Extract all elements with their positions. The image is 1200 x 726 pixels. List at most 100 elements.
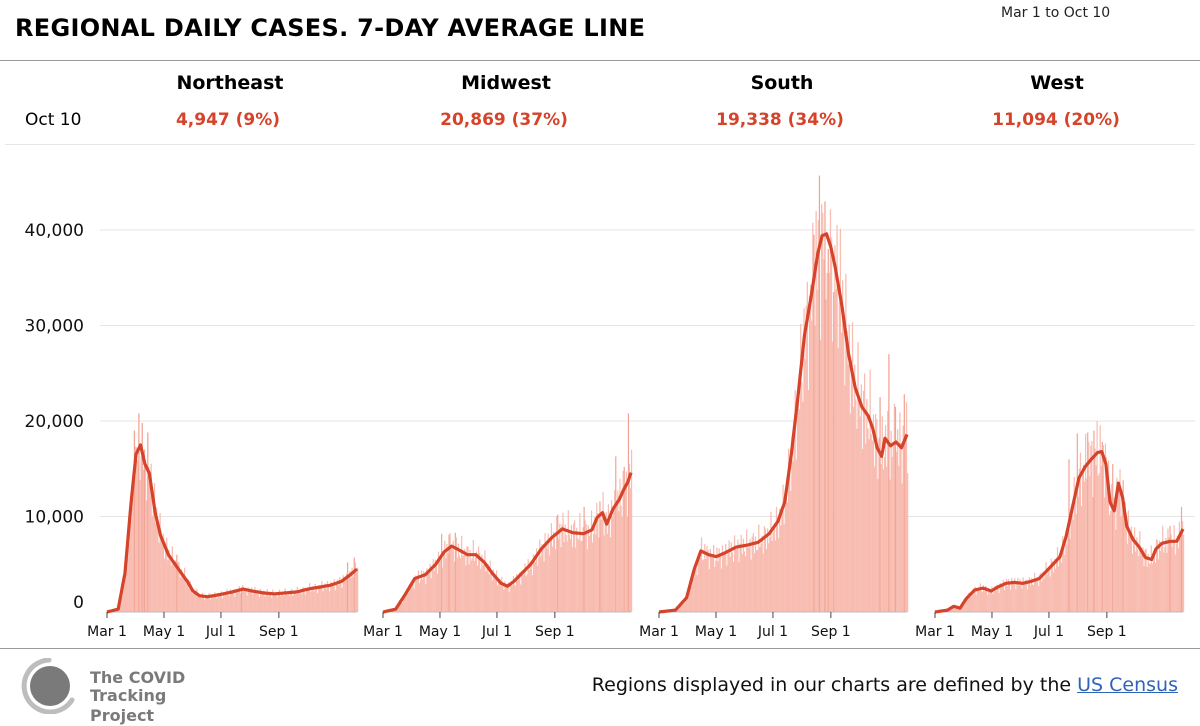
daily-bar — [1136, 537, 1137, 612]
daily-bar — [1078, 497, 1079, 612]
daily-bar — [1162, 526, 1163, 612]
daily-bar — [626, 472, 627, 612]
daily-bar — [461, 536, 462, 612]
daily-bar — [1020, 585, 1021, 612]
daily-bar — [1016, 583, 1017, 612]
daily-bar — [831, 237, 832, 612]
daily-bar — [1177, 536, 1178, 612]
daily-bar — [877, 479, 878, 612]
daily-bar — [774, 523, 775, 612]
region-name-south: South — [652, 72, 912, 94]
daily-bar — [553, 532, 554, 612]
daily-bar — [320, 587, 321, 612]
daily-bar — [609, 521, 610, 612]
daily-bar — [174, 566, 175, 612]
daily-bar — [350, 578, 351, 612]
us-census-link[interactable]: US Census — [1077, 674, 1178, 696]
daily-bar — [210, 599, 211, 612]
daily-bar — [1110, 511, 1111, 612]
daily-bar — [442, 568, 443, 612]
daily-bar — [554, 538, 555, 612]
daily-bar — [578, 540, 579, 612]
daily-bar — [301, 594, 302, 612]
daily-bar — [1091, 441, 1092, 612]
daily-bar — [278, 593, 279, 612]
daily-bar — [896, 452, 897, 612]
daily-bar — [183, 578, 184, 612]
logo-icon — [20, 658, 76, 714]
daily-bar — [1012, 583, 1013, 612]
daily-bar — [588, 525, 589, 612]
daily-bar — [809, 296, 810, 612]
daily-bar — [491, 570, 492, 612]
daily-bar — [228, 594, 229, 612]
daily-bar — [440, 560, 441, 612]
daily-bar — [594, 517, 595, 612]
daily-bar — [474, 561, 475, 612]
daily-bar — [790, 491, 791, 612]
daily-bar — [470, 550, 471, 612]
daily-bar — [1084, 482, 1085, 612]
daily-bar — [993, 592, 994, 612]
daily-bar — [575, 548, 576, 612]
daily-bar — [229, 596, 230, 612]
x-tick-label: Jul 1 — [205, 624, 236, 640]
daily-bar — [477, 565, 478, 612]
daily-bar — [1140, 551, 1141, 612]
daily-bar — [419, 583, 420, 612]
daily-bar — [589, 536, 590, 612]
footer-note-text: Regions displayed in our charts are defi… — [592, 674, 1071, 696]
daily-bar — [1147, 567, 1148, 612]
daily-bar — [489, 574, 490, 612]
daily-bar — [738, 562, 739, 612]
daily-bar — [799, 409, 800, 612]
daily-bar — [703, 559, 704, 612]
daily-bar — [543, 562, 544, 612]
daily-bar — [1138, 556, 1139, 612]
daily-bar — [1060, 555, 1061, 612]
daily-bar — [500, 585, 501, 612]
daily-bar — [547, 549, 548, 612]
daily-bar — [1036, 580, 1037, 612]
daily-bar — [481, 555, 482, 612]
daily-bar — [1013, 583, 1014, 612]
daily-bar — [1097, 421, 1098, 612]
x-tick-label: Jul 1 — [481, 624, 512, 640]
daily-bar — [719, 548, 720, 612]
daily-bar — [180, 578, 181, 612]
daily-bar — [286, 593, 287, 612]
daily-bar — [1046, 575, 1047, 612]
daily-bar — [128, 545, 129, 612]
daily-bar — [1127, 544, 1128, 612]
daily-bar — [283, 596, 284, 612]
daily-bar — [460, 558, 461, 612]
daily-bar — [582, 527, 583, 612]
daily-bar — [199, 596, 200, 612]
daily-bar — [506, 584, 507, 612]
daily-bar — [182, 577, 183, 612]
daily-bar — [601, 513, 602, 612]
daily-bar — [1160, 551, 1161, 612]
daily-bar — [804, 359, 805, 612]
daily-bar — [1002, 586, 1003, 612]
daily-bar — [476, 551, 477, 612]
daily-bar — [990, 592, 991, 612]
daily-bar — [597, 513, 598, 612]
daily-bar — [890, 431, 891, 612]
daily-bar — [410, 588, 411, 612]
daily-bar — [590, 533, 591, 612]
daily-bar — [247, 596, 248, 612]
daily-bar — [540, 556, 541, 612]
daily-bar — [1041, 582, 1042, 612]
daily-bar — [903, 426, 904, 612]
daily-bar — [480, 569, 481, 612]
daily-bar — [250, 592, 251, 612]
daily-bar — [1117, 486, 1118, 612]
daily-bar — [257, 590, 258, 612]
daily-bar — [185, 582, 186, 612]
daily-bar — [144, 450, 145, 612]
daily-bar — [137, 460, 138, 612]
daily-bar — [171, 566, 172, 612]
daily-bar — [1181, 507, 1182, 612]
daily-bar — [186, 582, 187, 612]
